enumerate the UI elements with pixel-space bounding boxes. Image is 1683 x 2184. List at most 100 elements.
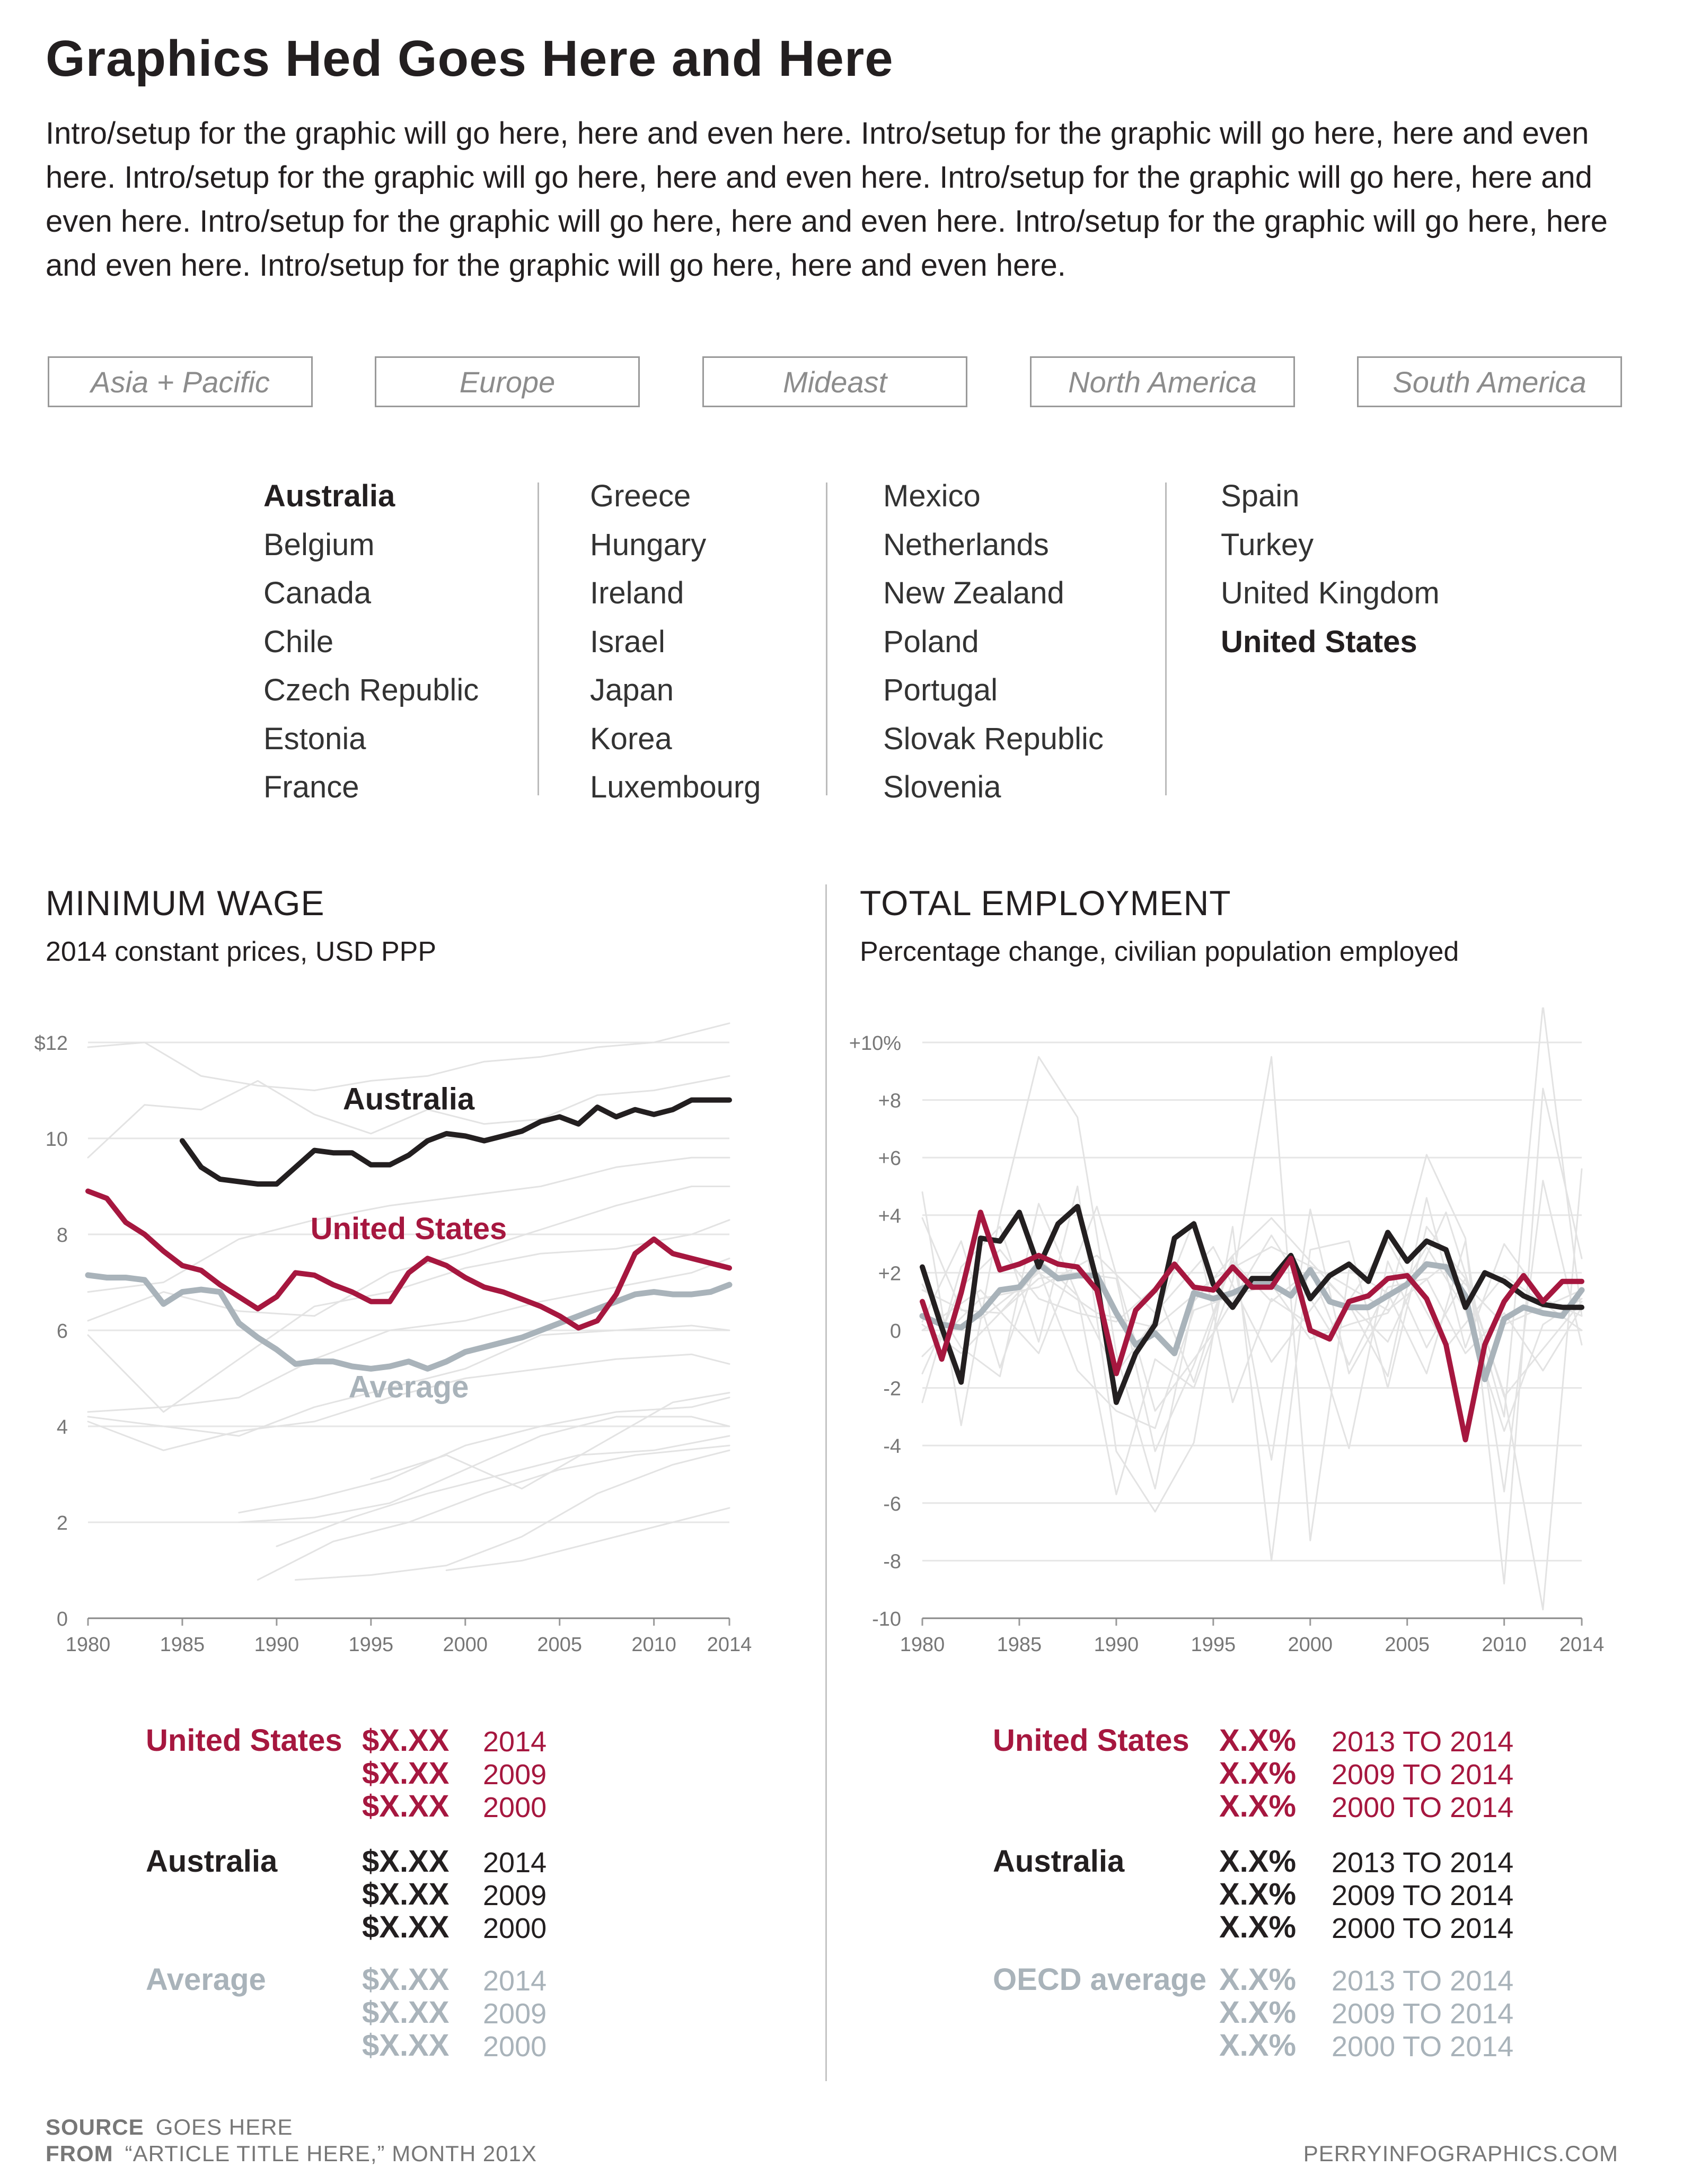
x-tick-label: 1995 bbox=[1191, 1634, 1236, 1656]
series-label-australia: Australia bbox=[343, 1082, 475, 1117]
country-item-australia[interactable]: Australia bbox=[263, 479, 395, 513]
country-item-new-zealand[interactable]: New Zealand bbox=[883, 576, 1064, 610]
emp-stat-us-period: 2009 TO 2014 bbox=[1332, 1759, 1514, 1791]
emp-stat-australia-period: 2009 TO 2014 bbox=[1332, 1880, 1514, 1911]
emp-stat-us-value: X.X% bbox=[1219, 1756, 1297, 1791]
x-tick-label: 2010 bbox=[631, 1634, 676, 1656]
x-tick-label: 1990 bbox=[254, 1634, 299, 1656]
x-tick-label: 2014 bbox=[707, 1634, 752, 1656]
country-item-portugal[interactable]: Portugal bbox=[883, 673, 998, 707]
emp-stat-australia-period: 2013 TO 2014 bbox=[1332, 1847, 1514, 1879]
emp-stat-average-period: 2009 TO 2014 bbox=[1332, 1998, 1514, 2030]
x-tick-label: 1985 bbox=[997, 1634, 1042, 1656]
y-tick-label: +6 bbox=[878, 1147, 901, 1170]
x-tick-label: 2000 bbox=[1288, 1634, 1333, 1656]
region-button-north-america[interactable]: North America bbox=[1030, 356, 1295, 407]
series-label-us: United States bbox=[311, 1212, 507, 1246]
page-title: Graphics Hed Goes Here and Here bbox=[46, 30, 894, 87]
y-tick-label: +10% bbox=[849, 1032, 901, 1055]
x-tick-label: 2000 bbox=[443, 1634, 488, 1656]
country-item-poland[interactable]: Poland bbox=[883, 624, 979, 659]
footer-from-key: FROM bbox=[46, 2141, 113, 2166]
footer-from-value: “ARTICLE TITLE HERE,” MONTH 201X bbox=[125, 2141, 537, 2166]
x-tick-label: 1980 bbox=[900, 1634, 945, 1656]
column-divider bbox=[1165, 483, 1167, 795]
country-item-chile[interactable]: Chile bbox=[263, 624, 334, 659]
wage-stat-australia-value: $X.XX bbox=[362, 1844, 450, 1879]
intro-text: Intro/setup for the graphic will go here… bbox=[46, 116, 1608, 283]
x-tick-label: 2014 bbox=[1559, 1634, 1605, 1656]
column-divider bbox=[537, 483, 539, 795]
series-line-australia bbox=[179, 1097, 732, 1187]
section-divider bbox=[825, 884, 827, 2081]
country-column-4: Spain Turkey United Kingdom United State… bbox=[1221, 472, 1440, 666]
country-item-czech-republic[interactable]: Czech Republic bbox=[263, 673, 479, 707]
footer-site-link[interactable]: PERRYINFOGRAPHICS.COM bbox=[1303, 2141, 1618, 2166]
wage-stat-average-label: Average bbox=[146, 1962, 266, 1997]
country-item-estonia[interactable]: Estonia bbox=[263, 721, 366, 756]
emp-stat-average-period: 2013 TO 2014 bbox=[1332, 1965, 1514, 1997]
country-column-3: Mexico Netherlands New Zealand Poland Po… bbox=[883, 472, 1104, 812]
series-label-average: Average bbox=[349, 1370, 469, 1405]
y-tick-label: +2 bbox=[878, 1262, 901, 1285]
x-tick-label: 2005 bbox=[537, 1634, 582, 1656]
wage-stat-average-value: $X.XX bbox=[362, 1962, 450, 1997]
footer-source-key: SOURCE bbox=[46, 2115, 144, 2139]
wage-stat-australia-period: 2009 bbox=[483, 1880, 547, 1911]
country-item-slovenia[interactable]: Slovenia bbox=[883, 770, 1001, 804]
wage-stat-average-value: $X.XX bbox=[362, 2028, 450, 2063]
region-button-mideast[interactable]: Mideast bbox=[702, 356, 967, 407]
y-tick-label: +8 bbox=[878, 1090, 901, 1112]
country-item-slovak-republic[interactable]: Slovak Republic bbox=[883, 721, 1104, 756]
region-button-europe[interactable]: Europe bbox=[375, 356, 640, 407]
country-item-ireland[interactable]: Ireland bbox=[590, 576, 684, 610]
y-tick-label: 0 bbox=[890, 1320, 901, 1343]
emp-stat-average-label: OECD average bbox=[993, 1962, 1206, 1997]
country-item-mexico[interactable]: Mexico bbox=[883, 479, 981, 513]
country-item-israel[interactable]: Israel bbox=[590, 624, 665, 659]
background-series-line bbox=[87, 1156, 730, 1293]
wage-stat-us-value: $X.XX bbox=[362, 1789, 450, 1823]
region-button-south-america[interactable]: South America bbox=[1357, 356, 1622, 407]
series-line-australia bbox=[920, 1204, 1584, 1405]
wage-stat-us-period: 2009 bbox=[483, 1759, 547, 1791]
country-item-spain[interactable]: Spain bbox=[1221, 479, 1300, 513]
country-item-korea[interactable]: Korea bbox=[590, 721, 672, 756]
emp-stat-us-label: United States bbox=[993, 1723, 1189, 1758]
country-item-turkey[interactable]: Turkey bbox=[1221, 527, 1314, 562]
country-item-france[interactable]: France bbox=[263, 770, 359, 804]
country-item-hungary[interactable]: Hungary bbox=[590, 527, 707, 562]
y-tick-label: $12 bbox=[34, 1032, 68, 1055]
region-button-asia-pacific[interactable]: Asia + Pacific bbox=[48, 356, 313, 407]
series-line-us bbox=[920, 1209, 1584, 1443]
country-item-canada[interactable]: Canada bbox=[263, 576, 372, 610]
background-series-line bbox=[238, 1416, 730, 1523]
country-item-belgium[interactable]: Belgium bbox=[263, 527, 375, 562]
country-item-united-states[interactable]: United States bbox=[1221, 624, 1417, 659]
country-item-netherlands[interactable]: Netherlands bbox=[883, 527, 1049, 562]
country-item-united-kingdom[interactable]: United Kingdom bbox=[1221, 576, 1440, 610]
background-series-line bbox=[295, 1449, 730, 1581]
wage-stat-average-period: 2009 bbox=[483, 1998, 547, 2030]
y-tick-label: 0 bbox=[57, 1608, 68, 1630]
emp-stat-average-value: X.X% bbox=[1219, 1962, 1297, 1997]
emp-stat-average-value: X.X% bbox=[1219, 1995, 1297, 2030]
emp-stat-us-period: 2000 TO 2014 bbox=[1332, 1792, 1514, 1823]
background-series-line bbox=[370, 1392, 730, 1490]
region-filter-bar: Asia + Pacific Europe Mideast North Amer… bbox=[48, 356, 1633, 409]
x-tick-label: 1985 bbox=[160, 1634, 205, 1656]
country-item-japan[interactable]: Japan bbox=[590, 673, 674, 707]
emp-stat-us-value: X.X% bbox=[1219, 1789, 1297, 1823]
emp-stat-average-value: X.X% bbox=[1219, 2028, 1297, 2063]
country-item-greece[interactable]: Greece bbox=[590, 479, 691, 513]
x-tick-label: 2010 bbox=[1482, 1634, 1527, 1656]
emp-stat-australia-value: X.X% bbox=[1219, 1844, 1297, 1879]
emp-stat-australia-value: X.X% bbox=[1219, 1877, 1297, 1911]
wage-stat-australia-value: $X.XX bbox=[362, 1910, 450, 1944]
country-item-luxembourg[interactable]: Luxembourg bbox=[590, 770, 761, 804]
y-tick-label: -2 bbox=[883, 1378, 901, 1400]
background-series-line bbox=[445, 1507, 730, 1571]
x-tick-label: 1990 bbox=[1094, 1634, 1139, 1656]
employment-chart-title: TOTAL EMPLOYMENT bbox=[860, 883, 1231, 923]
footer-from: FROM “ARTICLE TITLE HERE,” MONTH 201X bbox=[46, 2141, 537, 2167]
